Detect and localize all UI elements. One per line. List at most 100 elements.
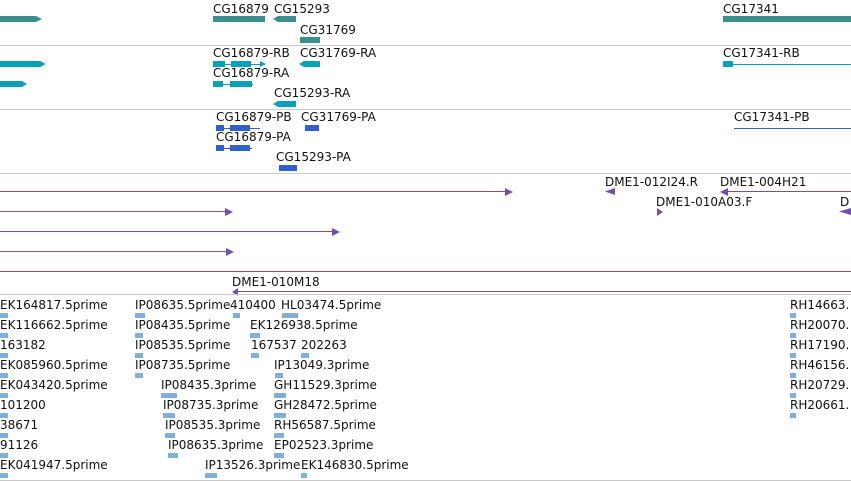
est-label: IP08735.5prime	[135, 358, 231, 372]
protein-feature[interactable]	[279, 165, 297, 171]
est-label: 410400	[230, 298, 276, 312]
clone-line[interactable]	[234, 291, 851, 292]
est-feature[interactable]	[163, 413, 175, 418]
est-feature[interactable]	[168, 453, 178, 458]
est-label: 91126	[0, 438, 39, 452]
est-feature[interactable]	[790, 373, 796, 378]
gene-label: CG17341	[723, 2, 779, 16]
est-feature[interactable]	[0, 413, 8, 418]
transcript-exon[interactable]	[723, 61, 733, 67]
est-label: RH20070.	[790, 318, 850, 332]
est-label: 38671	[0, 418, 39, 432]
transcript-exon[interactable]	[230, 81, 252, 87]
est-label: 101200	[0, 398, 46, 412]
est-feature[interactable]	[135, 373, 143, 378]
est-feature[interactable]	[274, 393, 286, 398]
est-feature[interactable]	[135, 313, 145, 318]
protein-label: CG17341-PB	[734, 110, 810, 124]
est-feature[interactable]	[135, 353, 143, 358]
est-feature[interactable]	[301, 353, 309, 358]
gene-feature[interactable]	[300, 37, 320, 43]
track-separator	[0, 109, 851, 110]
est-feature[interactable]	[0, 373, 8, 378]
transcript-feature[interactable]	[278, 101, 296, 107]
est-feature[interactable]	[135, 333, 143, 338]
est-feature[interactable]	[0, 453, 8, 458]
transcript-feature-arrow	[260, 61, 266, 67]
gene-feature[interactable]	[278, 16, 296, 22]
transcript-exon[interactable]	[213, 81, 223, 87]
est-label: RH46156.	[790, 358, 850, 372]
est-label: IP13526.3prime	[205, 458, 301, 472]
est-feature[interactable]	[251, 353, 259, 358]
est-label: HL03474.5prime	[281, 298, 382, 312]
transcript-feature-arrow	[40, 61, 46, 67]
gene-feature-arrow	[273, 16, 278, 22]
est-feature[interactable]	[274, 433, 284, 438]
est-feature[interactable]	[274, 453, 284, 458]
clone-arrow[interactable]	[605, 188, 615, 195]
protein-exon[interactable]	[216, 145, 224, 151]
clone-line[interactable]	[0, 231, 334, 232]
est-feature[interactable]	[790, 313, 796, 318]
protein-feature[interactable]	[305, 125, 319, 131]
clone-label: DME1-012I24.R	[605, 175, 699, 189]
protein-exon[interactable]	[230, 125, 250, 131]
transcript-label: CG31769-RA	[300, 46, 377, 60]
est-label: EP02523.3prime	[274, 438, 374, 452]
track-separator	[0, 173, 851, 174]
clone-arrow[interactable]	[839, 208, 851, 215]
est-feature[interactable]	[233, 313, 240, 318]
est-feature[interactable]	[161, 393, 177, 398]
gene-feature[interactable]	[213, 16, 265, 22]
transcript-label: CG16879-RA	[213, 66, 290, 80]
clone-line[interactable]	[0, 251, 228, 252]
est-feature[interactable]	[0, 333, 8, 338]
gene-label: CG16879	[213, 2, 269, 16]
est-feature[interactable]	[0, 473, 8, 478]
est-feature[interactable]	[0, 433, 8, 438]
est-label: EK146830.5prime	[301, 458, 409, 472]
transcript-feature[interactable]	[0, 81, 22, 87]
est-feature[interactable]	[275, 373, 283, 378]
clone-line[interactable]	[0, 271, 851, 272]
est-feature[interactable]	[790, 333, 796, 338]
clone-line[interactable]	[0, 211, 226, 212]
est-feature[interactable]	[205, 473, 217, 478]
est-label: RH20661.	[790, 398, 850, 412]
est-feature[interactable]	[790, 393, 796, 398]
clone-line[interactable]	[0, 191, 507, 192]
est-feature[interactable]	[0, 393, 8, 398]
est-feature[interactable]	[301, 473, 307, 478]
clone-arrow	[225, 208, 233, 216]
protein-exon[interactable]	[230, 145, 250, 151]
est-feature[interactable]	[0, 353, 8, 358]
est-label: IP08635.5prime	[135, 298, 231, 312]
gene-feature[interactable]	[0, 16, 36, 22]
protein-exon[interactable]	[216, 125, 224, 131]
est-feature[interactable]	[790, 353, 796, 358]
est-feature[interactable]	[250, 333, 260, 338]
transcript-exon[interactable]	[213, 61, 225, 67]
clone-label: DME1-010A03.F	[656, 195, 753, 209]
transcript-feature[interactable]	[0, 61, 40, 67]
gene-label: CG15293	[274, 2, 330, 16]
est-label: 202263	[301, 338, 347, 352]
est-label: EK043420.5prime	[0, 378, 108, 392]
est-feature[interactable]	[282, 313, 298, 318]
est-feature[interactable]	[790, 413, 796, 418]
protein-label: CG16879-PA	[216, 130, 291, 144]
est-feature[interactable]	[274, 413, 286, 418]
est-label: RH56587.5prime	[274, 418, 376, 432]
gene-label: CG31769	[300, 23, 356, 37]
track-separator	[0, 45, 851, 46]
est-feature[interactable]	[165, 433, 175, 438]
transcript-feature[interactable]	[304, 61, 320, 67]
gene-feature[interactable]	[723, 16, 851, 22]
est-label: IP08435.3prime	[161, 378, 257, 392]
clone-arrow[interactable]	[657, 208, 663, 216]
clone-label: DME1-010M18	[232, 275, 320, 289]
clone-line[interactable]	[722, 191, 851, 192]
est-feature[interactable]	[0, 313, 8, 318]
transcript-exon[interactable]	[231, 61, 251, 67]
